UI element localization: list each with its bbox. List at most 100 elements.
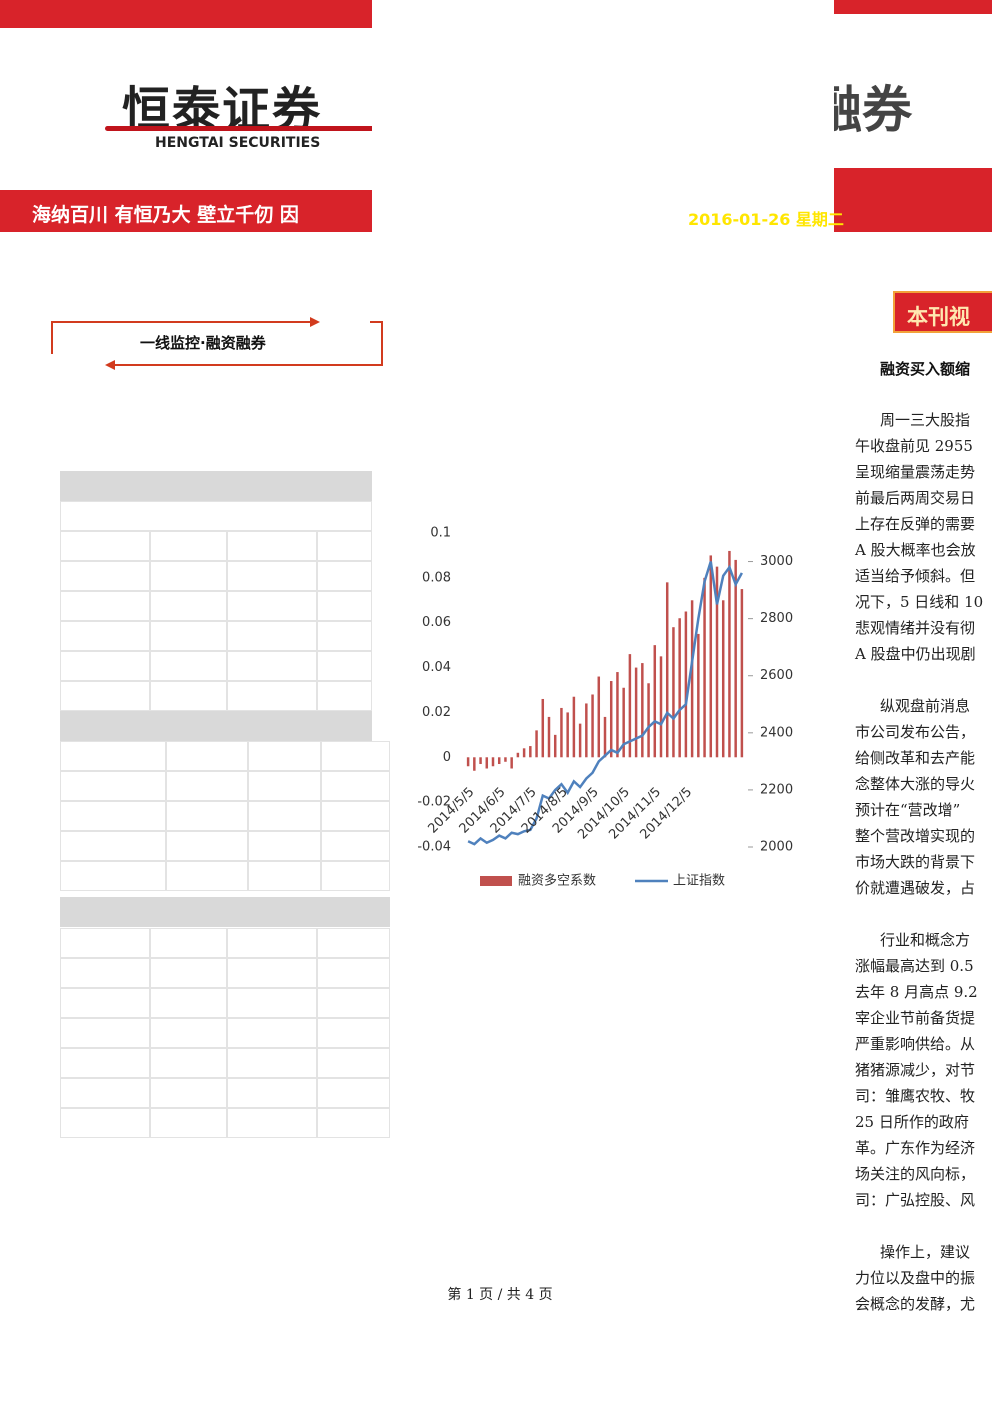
table-cell bbox=[321, 831, 390, 861]
bar bbox=[603, 716, 607, 758]
bar bbox=[466, 757, 470, 767]
table-cell bbox=[166, 861, 248, 891]
table-cell bbox=[150, 561, 227, 591]
article-line: 前最后两周交易日 bbox=[855, 489, 976, 507]
table-cell bbox=[60, 1018, 150, 1048]
article-line: 适当给予倾斜。但 bbox=[855, 567, 976, 585]
bar bbox=[522, 748, 526, 758]
table-cell bbox=[150, 591, 227, 621]
article-line: 场关注的风向标， bbox=[855, 1165, 976, 1183]
bar bbox=[497, 757, 501, 765]
table-cell bbox=[227, 621, 317, 651]
table-cell bbox=[317, 561, 372, 591]
logo-area: 恒泰证券 HENGTAI SECURITIES 海纳百川 有恒乃大 壁立千仞 因 bbox=[0, 0, 372, 240]
article-heading: 融资买入额缩 bbox=[880, 360, 971, 378]
date: 2016-01-26 星期二 bbox=[688, 210, 844, 229]
bar bbox=[659, 656, 663, 758]
table-cell bbox=[150, 1108, 227, 1138]
table-cell bbox=[321, 861, 390, 891]
bar bbox=[591, 694, 594, 758]
legend-swatch bbox=[480, 876, 512, 886]
table-cell bbox=[150, 988, 227, 1018]
y-tick-label: 0 bbox=[443, 750, 451, 765]
table-cell bbox=[317, 1108, 390, 1138]
bar bbox=[628, 654, 632, 758]
table-cell bbox=[150, 958, 227, 988]
article-line: 给侧改革和去产能 bbox=[855, 749, 976, 767]
bar bbox=[541, 698, 545, 758]
bar bbox=[491, 757, 495, 767]
table-cell bbox=[227, 561, 317, 591]
table-cell bbox=[227, 1078, 317, 1108]
bar bbox=[665, 582, 669, 758]
article-line: 午收盘前见 2955 bbox=[855, 437, 973, 455]
bar bbox=[721, 600, 725, 758]
slogan-band bbox=[0, 190, 372, 232]
table-cell bbox=[248, 861, 321, 891]
table-cell bbox=[227, 681, 317, 711]
tag-box: 本刊视 bbox=[893, 291, 992, 333]
y-tick-label: 0.04 bbox=[422, 660, 451, 675]
table-cell bbox=[317, 621, 372, 651]
bar bbox=[653, 645, 657, 758]
bar bbox=[647, 683, 650, 758]
bar bbox=[690, 600, 694, 758]
table-cell bbox=[227, 1048, 317, 1078]
article-line: 去年 8 月高点 9.2 bbox=[855, 983, 978, 1001]
table-cell bbox=[60, 1048, 150, 1078]
table-cell bbox=[317, 681, 372, 711]
table-cell bbox=[60, 928, 150, 958]
table-cell bbox=[150, 651, 227, 681]
y-tick-label: 0.02 bbox=[422, 705, 451, 720]
article-line: 周一三大股指 bbox=[880, 411, 971, 429]
table-cell bbox=[166, 771, 248, 801]
table-cell bbox=[321, 801, 390, 831]
table-cell bbox=[60, 501, 372, 531]
slogan: 海纳百川 有恒乃大 壁立千仞 因 bbox=[32, 204, 299, 226]
article-line: A 股盘中仍出现剧 bbox=[855, 645, 976, 663]
article-line: 司：广弘控股、风 bbox=[855, 1191, 976, 1209]
table-cell bbox=[150, 621, 227, 651]
table-cell bbox=[150, 1078, 227, 1108]
article-line: 严重影响供给。从 bbox=[855, 1035, 976, 1053]
table-cell bbox=[60, 681, 150, 711]
red-block bbox=[834, 168, 992, 232]
table-cell bbox=[60, 591, 150, 621]
table-cell bbox=[248, 831, 321, 861]
line bbox=[467, 561, 743, 846]
table-cell bbox=[166, 801, 248, 831]
article-line: A 股大概率也会放 bbox=[855, 541, 976, 559]
article-line: 整个营改增实现的 bbox=[855, 827, 976, 845]
bar bbox=[672, 627, 675, 758]
table-cell bbox=[317, 928, 390, 958]
table-cell bbox=[60, 988, 150, 1018]
table-cell bbox=[227, 591, 317, 621]
article-line: 25 日所作的政府 bbox=[855, 1113, 969, 1131]
logo-en: HENGTAI SECURITIES bbox=[155, 135, 321, 151]
bar bbox=[622, 687, 625, 758]
article-line: 会概念的发酵，尤 bbox=[855, 1295, 976, 1313]
table-cell bbox=[150, 1018, 227, 1048]
y2-tick-label: 3000 bbox=[760, 554, 793, 569]
table-cell bbox=[150, 928, 227, 958]
bar bbox=[578, 723, 582, 758]
article-line: 市场大跌的背景下 bbox=[855, 853, 976, 871]
table-cell bbox=[60, 531, 150, 561]
table-cell bbox=[317, 1048, 390, 1078]
y-tick-label: 0.06 bbox=[422, 615, 451, 630]
bar bbox=[597, 676, 601, 758]
y-tick-label: 0.1 bbox=[430, 526, 451, 541]
table-cell bbox=[317, 1078, 390, 1108]
table-cell bbox=[60, 831, 166, 861]
table-cell bbox=[60, 651, 150, 681]
footer: 第 1 页 / 共 4 页 bbox=[447, 1287, 553, 1303]
y-tick-label: -0.02 bbox=[417, 795, 451, 810]
top-band bbox=[834, 0, 992, 14]
table-cell bbox=[317, 958, 390, 988]
table-cell bbox=[248, 741, 321, 771]
table-header bbox=[60, 711, 372, 741]
table-cell bbox=[317, 651, 372, 681]
article-line: 猪猪源减少，对节 bbox=[855, 1061, 976, 1079]
article-line: 行业和概念方 bbox=[880, 931, 971, 949]
y2-tick-label: 2000 bbox=[760, 840, 793, 855]
